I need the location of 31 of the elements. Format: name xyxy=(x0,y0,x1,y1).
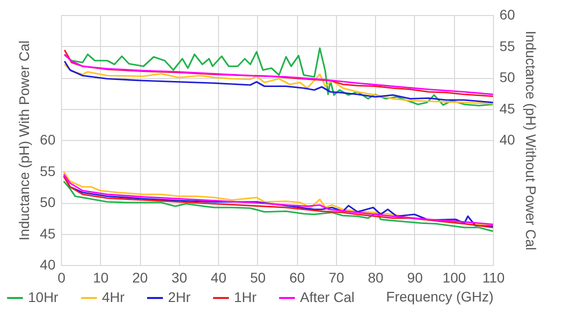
y2-tick-label: 60 xyxy=(500,6,516,22)
y2-tick-label: 50 xyxy=(500,69,516,85)
legend-label: 1Hr xyxy=(234,289,257,305)
x-tick-label: 10 xyxy=(92,270,109,286)
x-tick-label: 20 xyxy=(132,270,148,286)
x-tick-label: 110 xyxy=(482,270,505,286)
x-axis-title: Frequency (GHz) xyxy=(386,288,494,304)
y-tick-label: 55 xyxy=(40,162,56,179)
line-series xyxy=(64,47,494,106)
x-tick-label: 80 xyxy=(368,270,384,286)
legend-label: 2Hr xyxy=(168,289,191,305)
y2-tick-label: 55 xyxy=(500,38,516,54)
x-tick-label: 30 xyxy=(172,270,188,286)
x-tick-label: 0 xyxy=(58,270,66,286)
y-tick-label: 45 xyxy=(40,225,56,242)
y2-axis-title: Inductance (pH) Without Power Cal xyxy=(523,30,540,250)
legend-label: 10Hr xyxy=(28,289,59,305)
x-tick-label: 100 xyxy=(442,270,466,286)
x-tick-label: 90 xyxy=(407,270,423,286)
y-tick-label: 60 xyxy=(40,132,56,148)
legend-label: 4Hr xyxy=(102,289,125,305)
x-tick-label: 50 xyxy=(250,270,266,286)
y2-tick-label: 40 xyxy=(500,132,516,148)
y-tick-label: 50 xyxy=(40,194,56,210)
y-tick-label: 40 xyxy=(40,256,56,272)
y-axis-title: Inductance (pH) With Power Cal xyxy=(16,40,32,240)
legend-label: After Cal xyxy=(300,289,354,305)
x-tick-label: 70 xyxy=(328,270,344,286)
y2-tick-label: 45 xyxy=(500,100,516,116)
x-tick-label: 40 xyxy=(210,270,227,286)
x-tick-label: 60 xyxy=(289,270,306,286)
